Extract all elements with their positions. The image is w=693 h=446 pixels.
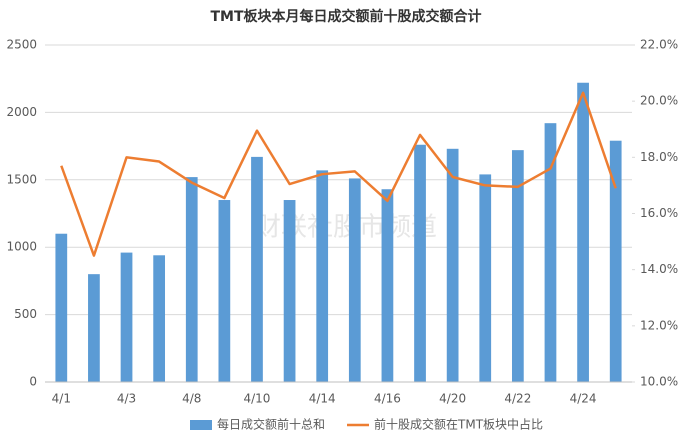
y-tick-label: 2000 [6,105,37,119]
bar [544,123,557,383]
y2-tick-label: 12.0% [640,318,678,332]
y2-tick-label: 18.0% [640,150,678,164]
x-tick-label: 4/16 [374,392,401,406]
y-tick-label: 2500 [6,38,37,52]
legend-label: 每日成交额前十总和 [217,417,325,432]
watermark: 财联社股市频道 [255,213,437,243]
bar [316,170,329,382]
legend-swatch [190,420,212,430]
bar [251,156,263,382]
x-tick-label: 4/14 [309,392,336,406]
y2-tick-label: 22.0% [640,38,678,52]
y2-tick-label: 20.0% [640,94,678,108]
x-tick-label: 4/1 [52,392,71,406]
legend-label: 前十股成交额在TMT板块中占比 [374,417,543,432]
bar [446,148,459,382]
y-tick-label: 500 [14,307,37,321]
bar [414,144,426,382]
x-tick-label: 4/22 [504,392,531,406]
bar [283,200,296,382]
bar [153,255,166,382]
line [60,91,617,257]
x-tick-label: 4/8 [182,392,201,406]
bar [348,178,361,382]
x-tick-label: 4/24 [570,392,597,406]
bar [218,200,231,382]
bar [609,140,622,382]
bar [185,177,198,382]
x-tick-label: 4/3 [117,392,136,406]
y2-tick-label: 16.0% [640,206,678,220]
y-tick-label: 1500 [6,172,37,186]
x-tick-label: 4/10 [243,392,270,406]
y-tick-label: 0 [29,375,37,389]
bar [479,174,492,382]
bar [381,189,394,382]
x-tick-label: 4/20 [439,392,466,406]
y2-tick-label: 10.0% [640,375,678,389]
y2-tick-label: 14.0% [640,262,678,276]
bar [120,252,133,382]
bar [88,274,100,382]
bar [511,150,524,382]
bar [55,233,68,382]
bar [577,82,589,382]
y-tick-label: 1000 [6,240,37,254]
chart-title: TMT板块本月每日成交额前十股成交额合计 [210,8,481,25]
